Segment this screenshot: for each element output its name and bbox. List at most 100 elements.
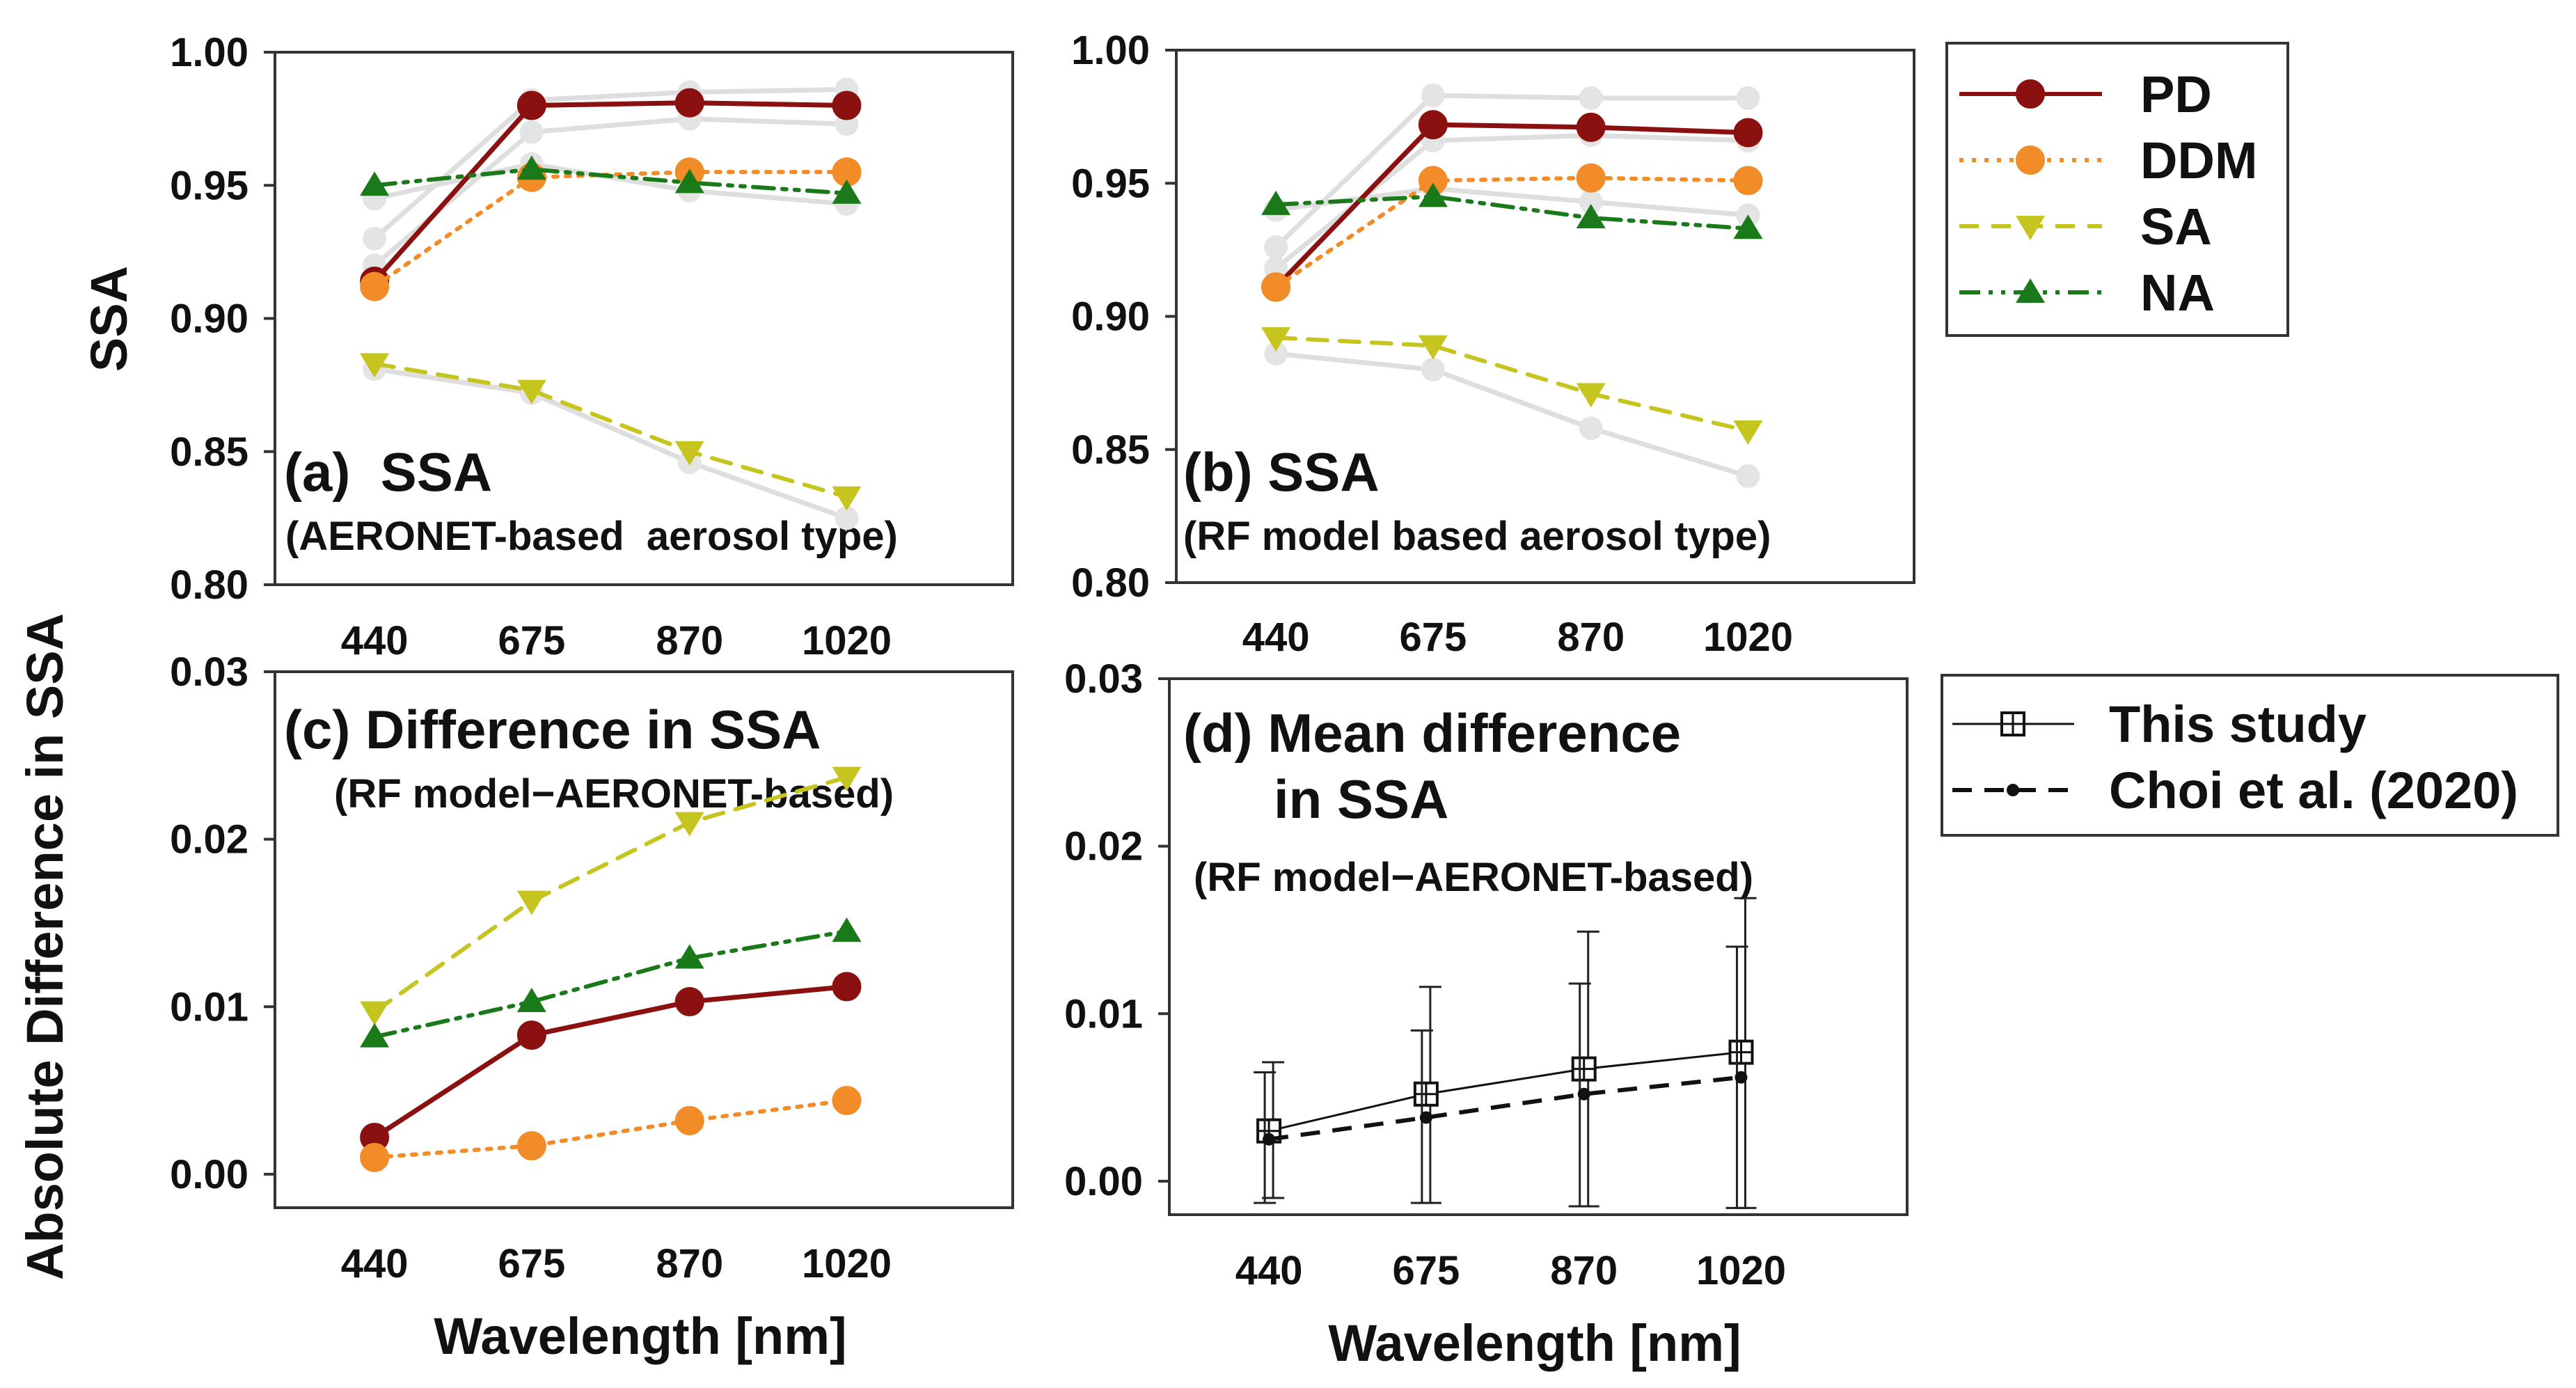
legend-diff-label-1: Choi et al. (2020) [2109, 762, 2518, 819]
panel-a-point-sa-3 [832, 486, 862, 511]
panel-b-point-sa-0 [1261, 327, 1291, 352]
panel-a-xtick-label-1: 675 [498, 618, 565, 663]
panel-b-faded-point-0-0 [1264, 235, 1288, 260]
panel-d-title-line1: (d) Mean difference [1183, 702, 1681, 764]
panel-b-faded-line-2 [1275, 186, 1748, 218]
panel-c-point-ddm-2 [674, 1105, 704, 1135]
panel-d-xtick-label-3: 1020 [1696, 1248, 1786, 1293]
legend-diff-marker-1 [2007, 784, 2019, 796]
panel-a-faded-point-3-3 [835, 506, 859, 530]
y-axis-label-ssa: SSA [80, 266, 138, 372]
panel-b-line-ddm [1274, 175, 1751, 290]
panel-a-line-sa [372, 361, 849, 499]
panel-c-point-ddm-1 [516, 1130, 546, 1160]
panel-d-ytick-label-3: 0.03 [1064, 656, 1143, 702]
panel-a-faded-point-0-0 [363, 226, 387, 251]
panel-d-ytick-label-1: 0.01 [1064, 991, 1143, 1036]
panel-c-ytick-label-3: 0.03 [170, 649, 248, 695]
panel-c-point-sa-3 [832, 766, 862, 791]
panel-c-line-pd [372, 984, 849, 1140]
legend-label-ddm: DDM [2140, 132, 2258, 189]
panel-a-faded-line-3 [374, 366, 848, 521]
panel-a-point-pd-2 [674, 88, 704, 118]
panel-a-line-na [372, 167, 849, 196]
panel-a-point-ddm-0 [360, 271, 390, 301]
panel-b-xtick-label-3: 1020 [1703, 615, 1793, 660]
panel-b-faded-point-3-2 [1579, 416, 1603, 441]
panel-c-xtick-label-3: 1020 [802, 1241, 892, 1286]
panel-c-point-pd-3 [832, 972, 862, 1002]
panel-a-point-na-0 [360, 171, 390, 196]
panel-d-xtick-label-1: 675 [1392, 1248, 1460, 1293]
panel-c-title: (c) Difference in SSA [284, 699, 821, 760]
panel-c-line-sa [372, 775, 849, 1014]
panel-a-xtick-label-3: 1020 [802, 618, 892, 663]
panel-b-subtitle: (RF model based aerosol type) [1183, 514, 1771, 559]
panel-a-point-sa-0 [360, 353, 390, 378]
panel-b-point-pd-1 [1418, 110, 1448, 140]
panel-a-ytick-label-1: 0.85 [170, 429, 248, 475]
panel-c-point-sa-1 [516, 890, 546, 915]
panel-b-point-sa-2 [1576, 383, 1606, 408]
y-axis-label-diff-line1: Absolute Difference in SSA [16, 613, 74, 1280]
panel-d-point-1-3 [1735, 1071, 1748, 1084]
panel-d-ytick-label-0: 0.00 [1064, 1159, 1143, 1204]
panel-c-point-sa-0 [360, 1001, 390, 1026]
panel-c-ytick-label-1: 0.01 [170, 984, 248, 1030]
panel-d-point-1-0 [1263, 1133, 1276, 1146]
legend-aerosol-types-box [1945, 42, 2289, 337]
panel-a-faded-point-1-1 [519, 120, 544, 144]
panel-b-ytick-label-2: 0.90 [1071, 294, 1150, 340]
legend-study-box [1941, 674, 2559, 837]
panel-a-point-pd-3 [832, 90, 862, 120]
panel-b-point-na-2 [1576, 203, 1606, 228]
panel-a-subtitle: (AERONET-based aerosol type) [285, 514, 898, 559]
panel-c-point-ddm-0 [360, 1142, 390, 1172]
panel-a-faded-line-0 [372, 87, 847, 241]
panel-a-xtick-label-2: 870 [656, 618, 723, 663]
panel-b-frame [1175, 49, 1915, 584]
panel-b-faded-point-3-0 [1264, 342, 1288, 366]
x-axis-label-d: Wavelength [nm] [1328, 1314, 1741, 1372]
panel-c-xtick-label-1: 675 [498, 1241, 565, 1286]
panel-d-subtitle: (RF model−AERONET-based) [1194, 855, 1753, 900]
panel-c-point-na-2 [674, 944, 704, 969]
panel-b-faded-point-0-1 [1421, 84, 1445, 108]
panel-a-ytick-label-4: 1.00 [170, 30, 248, 75]
panel-a-ytick-label-2: 0.90 [170, 297, 248, 342]
panel-a-xtick-label-0: 440 [341, 618, 409, 663]
panel-b-line-pd [1273, 122, 1751, 290]
panel-c-line-ddm [372, 1098, 849, 1160]
panel-b-line-sa [1274, 336, 1751, 433]
panel-b-faded-point-2-2 [1579, 190, 1603, 214]
panel-d-series-line-0 [1268, 1051, 1741, 1133]
panel-b-ytick-label-4: 1.00 [1071, 28, 1150, 73]
panel-b-ytick-label-1: 0.85 [1071, 427, 1150, 473]
panel-b-title: (b) SSA [1183, 441, 1380, 503]
panel-c-subtitle: (RF model−AERONET-based) [334, 771, 894, 817]
panel-b-point-ddm-3 [1733, 166, 1763, 196]
panel-c-point-sa-2 [674, 812, 704, 837]
panel-d-ytick-label-2: 0.02 [1064, 824, 1143, 869]
panel-a-point-pd-1 [516, 90, 546, 120]
panel-b-ytick-label-0: 0.80 [1071, 560, 1150, 606]
panel-a-faded-line-1 [372, 116, 847, 267]
panel-d-point-1-1 [1419, 1111, 1432, 1124]
panel-c-frame [274, 670, 1014, 1209]
panel-b-point-na-1 [1418, 182, 1448, 207]
panel-d-xtick-label-0: 440 [1235, 1248, 1303, 1293]
legend-label-sa: SA [2140, 198, 2212, 255]
panel-b-point-ddm-0 [1261, 272, 1291, 302]
panel-a-point-na-2 [674, 168, 704, 194]
panel-c-point-pd-1 [516, 1020, 546, 1050]
panel-b-point-na-3 [1733, 214, 1763, 239]
panel-c-ytick-label-2: 0.02 [170, 817, 248, 862]
panel-a-frame [274, 51, 1014, 586]
panel-a-line-pd [372, 100, 849, 284]
panel-b-point-ddm-2 [1576, 163, 1606, 193]
panel-b-point-na-0 [1261, 190, 1291, 215]
panel-b-faded-line-3 [1275, 351, 1749, 479]
panel-d-xtick-label-2: 870 [1550, 1248, 1618, 1293]
panel-c-ytick-label-0: 0.00 [170, 1152, 248, 1197]
panel-b-faded-point-3-3 [1736, 464, 1760, 488]
